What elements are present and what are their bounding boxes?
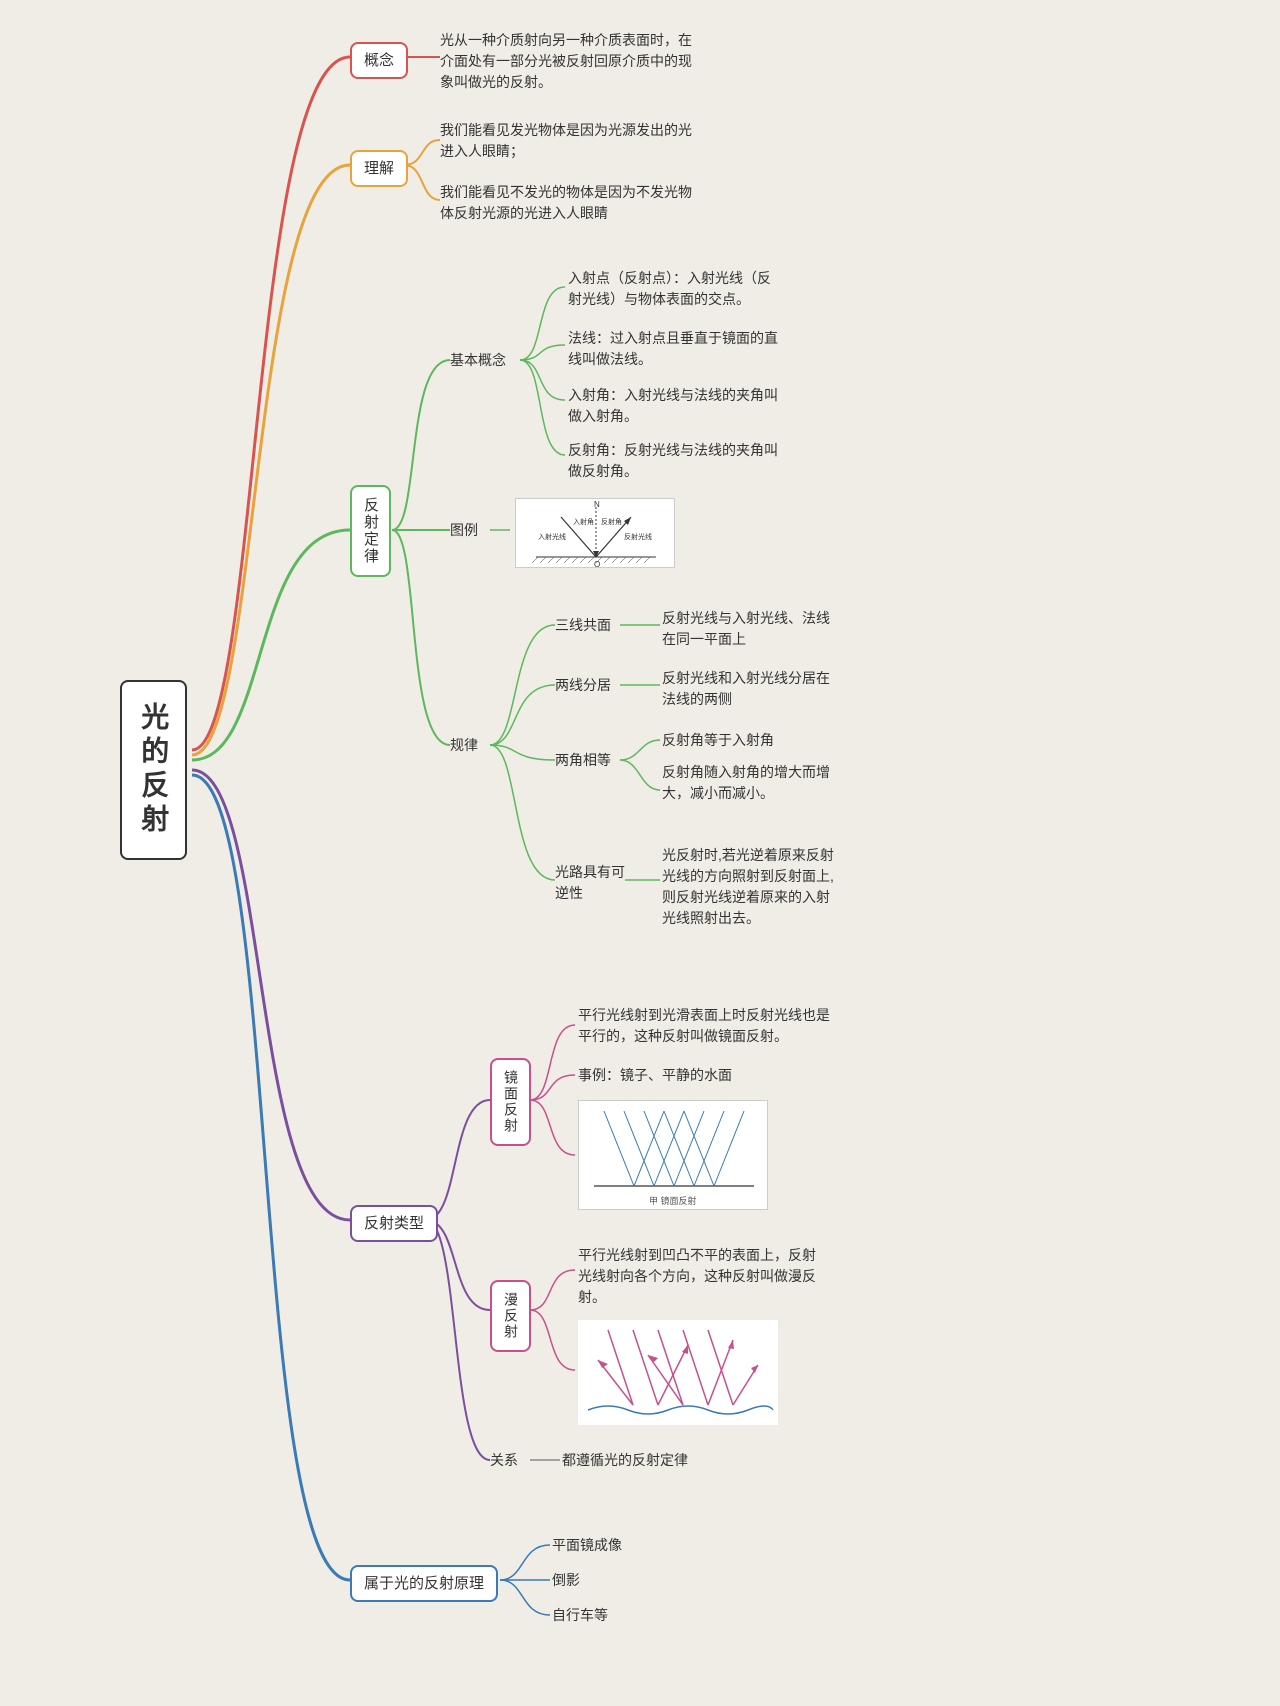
node-law-label: 反射定律 — [362, 497, 379, 565]
node-diffuse-label: 漫反射 — [503, 1292, 519, 1340]
specular-diagram: 甲 镜面反射 — [578, 1100, 768, 1210]
rule-3-name: 两角相等 — [555, 750, 611, 771]
principle-3: 自行车等 — [552, 1605, 608, 1626]
node-understand[interactable]: 理解 — [350, 150, 408, 187]
understand-text-1: 我们能看见发光物体是因为光源发出的光进入人眼睛； — [440, 120, 700, 162]
svg-text:入射角: 入射角 — [573, 517, 594, 526]
law-rules-label: 规律 — [450, 735, 478, 756]
principle-2: 倒影 — [552, 1570, 580, 1591]
svg-text:反射角: 反射角 — [601, 517, 622, 526]
root-label: 光的反射 — [138, 702, 169, 838]
svg-text:入射光线: 入射光线 — [538, 532, 566, 541]
relation-text: 都遵循光的反射定律 — [562, 1450, 688, 1471]
node-concept[interactable]: 概念 — [350, 42, 408, 79]
svg-text:N: N — [594, 500, 600, 509]
rule-4-text: 光反射时,若光逆着原来反射光线的方向照射到反射面上,则反射光线逆着原来的入射光线… — [662, 845, 837, 929]
mindmap-canvas: 光的反射 概念 理解 反射定律 反射类型 属于光的反射原理 光从一种介质射向另一… — [0, 0, 1280, 1706]
law-basic-2: 法线：过入射点且垂直于镜面的直线叫做法线。 — [568, 328, 778, 370]
concept-text: 光从一种介质射向另一种介质表面时，在介面处有一部分光被反射回原介质中的现象叫做光… — [440, 30, 700, 93]
node-types-label: 反射类型 — [364, 1215, 424, 1232]
svg-text:甲 镜面反射: 甲 镜面反射 — [649, 1195, 697, 1206]
relation-label: 关系 — [490, 1450, 518, 1471]
node-types[interactable]: 反射类型 — [350, 1205, 438, 1242]
rule-1-name: 三线共面 — [555, 615, 611, 636]
law-basic-4: 反射角：反射光线与法线的夹角叫做反射角。 — [568, 440, 778, 482]
node-principle-label: 属于光的反射原理 — [364, 1575, 484, 1592]
diffuse-text: 平行光线射到凹凸不平的表面上，反射光线射向各个方向，这种反射叫做漫反射。 — [578, 1245, 818, 1308]
law-basic-1: 入射点（反射点）：入射光线（反射光线）与物体表面的交点。 — [568, 268, 778, 310]
node-understand-label: 理解 — [364, 160, 394, 177]
rule-4-name: 光路具有可逆性 — [555, 862, 625, 904]
diffuse-diagram — [578, 1320, 778, 1425]
node-specular-label: 镜面反射 — [503, 1070, 519, 1134]
node-law[interactable]: 反射定律 — [350, 485, 391, 577]
node-concept-label: 概念 — [364, 52, 394, 69]
rule-3-text-a: 反射角等于入射角 — [662, 730, 774, 751]
principle-1: 平面镜成像 — [552, 1535, 622, 1556]
node-principle[interactable]: 属于光的反射原理 — [350, 1565, 498, 1602]
svg-text:O: O — [594, 560, 600, 569]
law-basic-label: 基本概念 — [450, 350, 506, 371]
node-specular[interactable]: 镜面反射 — [490, 1058, 531, 1146]
law-diagram: N O 入射角 反射角 入射光线 反射光线 — [515, 498, 675, 568]
root-node[interactable]: 光的反射 — [120, 680, 187, 860]
understand-text-2: 我们能看见不发光的物体是因为不发光物体反射光源的光进入人眼睛 — [440, 182, 700, 224]
law-diagram-label: 图例 — [450, 520, 478, 541]
svg-text:反射光线: 反射光线 — [624, 532, 652, 541]
rule-1-text: 反射光线与入射光线、法线在同一平面上 — [662, 608, 832, 650]
node-diffuse[interactable]: 漫反射 — [490, 1280, 531, 1352]
rule-3-text-b: 反射角随入射角的增大而增大，减小而减小。 — [662, 762, 832, 804]
law-basic-3: 入射角：入射光线与法线的夹角叫做入射角。 — [568, 385, 778, 427]
specular-text: 平行光线射到光滑表面上时反射光线也是平行的，这种反射叫做镜面反射。 — [578, 1005, 838, 1047]
rule-2-name: 两线分居 — [555, 675, 611, 696]
specular-example: 事例：镜子、平静的水面 — [578, 1065, 732, 1086]
rule-2-text: 反射光线和入射光线分居在法线的两侧 — [662, 668, 832, 710]
